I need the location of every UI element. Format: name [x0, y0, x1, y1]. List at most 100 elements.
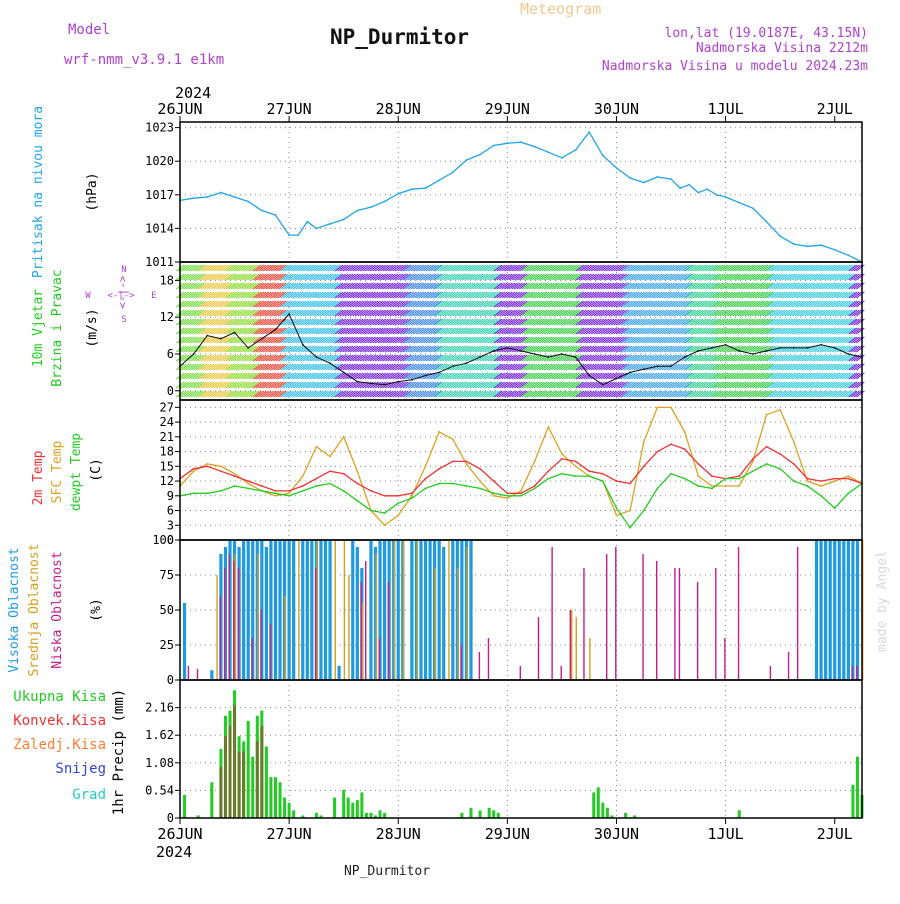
pressure-line-point	[670, 178, 672, 181]
wind-barb	[387, 381, 396, 389]
precip-ice-label: Zaledj.Kisa	[13, 737, 106, 753]
wind-barb	[359, 309, 369, 317]
wind-barb	[433, 327, 442, 335]
wind-barb	[280, 345, 289, 353]
wind-barb	[230, 264, 240, 272]
wind-barb	[484, 390, 494, 398]
wind-barb	[310, 282, 319, 290]
wind-barb	[648, 291, 658, 299]
wind-barb	[501, 363, 511, 371]
wind-barb	[668, 327, 678, 335]
wind-barb	[521, 381, 530, 389]
wind-barb	[548, 282, 558, 290]
wind-barb	[608, 345, 617, 353]
wind-barb	[648, 318, 658, 326]
wind-barb	[533, 372, 543, 380]
wind-barb-band	[198, 264, 233, 398]
wind-barb	[506, 309, 516, 317]
wind-speed-line-point	[465, 362, 468, 365]
wind-barb	[536, 300, 545, 308]
cloud-low-bar	[260, 610, 262, 680]
pressure-line-point	[833, 248, 836, 251]
wind-barb	[809, 273, 818, 281]
wind-barb	[585, 318, 595, 326]
wind-barb	[566, 363, 575, 371]
wind-barb	[334, 336, 344, 344]
wind-barb	[190, 300, 200, 308]
wind-barb	[714, 291, 724, 299]
wind-barb	[684, 309, 694, 317]
cloud-mid-bar	[234, 554, 236, 680]
wind-barb	[492, 309, 501, 317]
wind-barb	[844, 273, 853, 281]
wind-barb	[806, 354, 816, 362]
wind-barb	[804, 327, 813, 335]
wind-barb	[205, 318, 215, 326]
wind-barb	[357, 390, 366, 398]
wind-barb	[804, 336, 813, 344]
wind-barb	[349, 282, 359, 290]
wind-barb	[575, 345, 585, 353]
wind-barb	[270, 345, 280, 353]
wind-barb	[578, 345, 587, 353]
wind-barb	[779, 282, 788, 290]
precip-total-bar	[469, 807, 473, 818]
wind-barb	[389, 381, 399, 389]
wind-barb	[255, 345, 265, 353]
cloud-high-bar	[428, 540, 432, 680]
wind-barb	[290, 345, 299, 353]
wind-barb	[526, 336, 535, 344]
wind-barb	[354, 381, 364, 389]
wind-barb	[503, 327, 513, 335]
wind-barb	[709, 336, 719, 344]
wind-barb	[836, 273, 846, 281]
temp2m-line-point	[561, 458, 563, 460]
wind-barb	[548, 372, 558, 380]
wind-barb	[714, 381, 724, 389]
wind-barb	[213, 318, 223, 326]
wind-barb	[829, 381, 838, 389]
year-label-bottom: 2024	[156, 843, 192, 861]
wind-barb	[292, 381, 302, 389]
wind-barb	[357, 318, 366, 326]
wind-barb	[447, 309, 456, 317]
wind-barb	[719, 345, 729, 353]
wind-barb	[558, 363, 568, 371]
wind-barb	[819, 291, 828, 299]
temp2m-line-point	[601, 472, 604, 475]
wind-barb	[742, 390, 751, 398]
wind-barb	[377, 327, 386, 335]
wind-barb	[811, 282, 821, 290]
wind-barb	[183, 300, 192, 308]
wind-barb	[245, 390, 255, 398]
wind-barb	[762, 381, 771, 389]
wind-barb	[643, 372, 653, 380]
wind-barb	[315, 381, 324, 389]
wind-barb	[408, 381, 417, 389]
wind-barb	[754, 345, 764, 353]
wind-barb	[250, 282, 260, 290]
wind-barb	[806, 372, 816, 380]
wind-barb	[369, 291, 379, 299]
wind-barb	[215, 381, 225, 389]
wind-barb	[556, 300, 565, 308]
wind-barb	[193, 327, 202, 335]
wind-barb	[779, 345, 788, 353]
wind-barb	[727, 264, 736, 272]
precip-total-bar	[478, 810, 482, 818]
precip-total-bar	[492, 810, 496, 818]
wind-barb	[330, 354, 339, 362]
wind-barb	[528, 381, 538, 389]
wind-barb	[546, 318, 555, 326]
wind-barb	[384, 264, 394, 272]
wind-barb	[257, 318, 267, 326]
wind-barb	[551, 381, 560, 389]
wind-barb	[315, 363, 324, 371]
wind-barb	[613, 363, 622, 371]
wind-barb	[556, 354, 565, 362]
wind-barb	[262, 318, 272, 326]
wind-barb	[687, 363, 697, 371]
wind-barb	[684, 381, 694, 389]
wind-barb	[851, 390, 860, 398]
wind-barb	[482, 318, 491, 326]
